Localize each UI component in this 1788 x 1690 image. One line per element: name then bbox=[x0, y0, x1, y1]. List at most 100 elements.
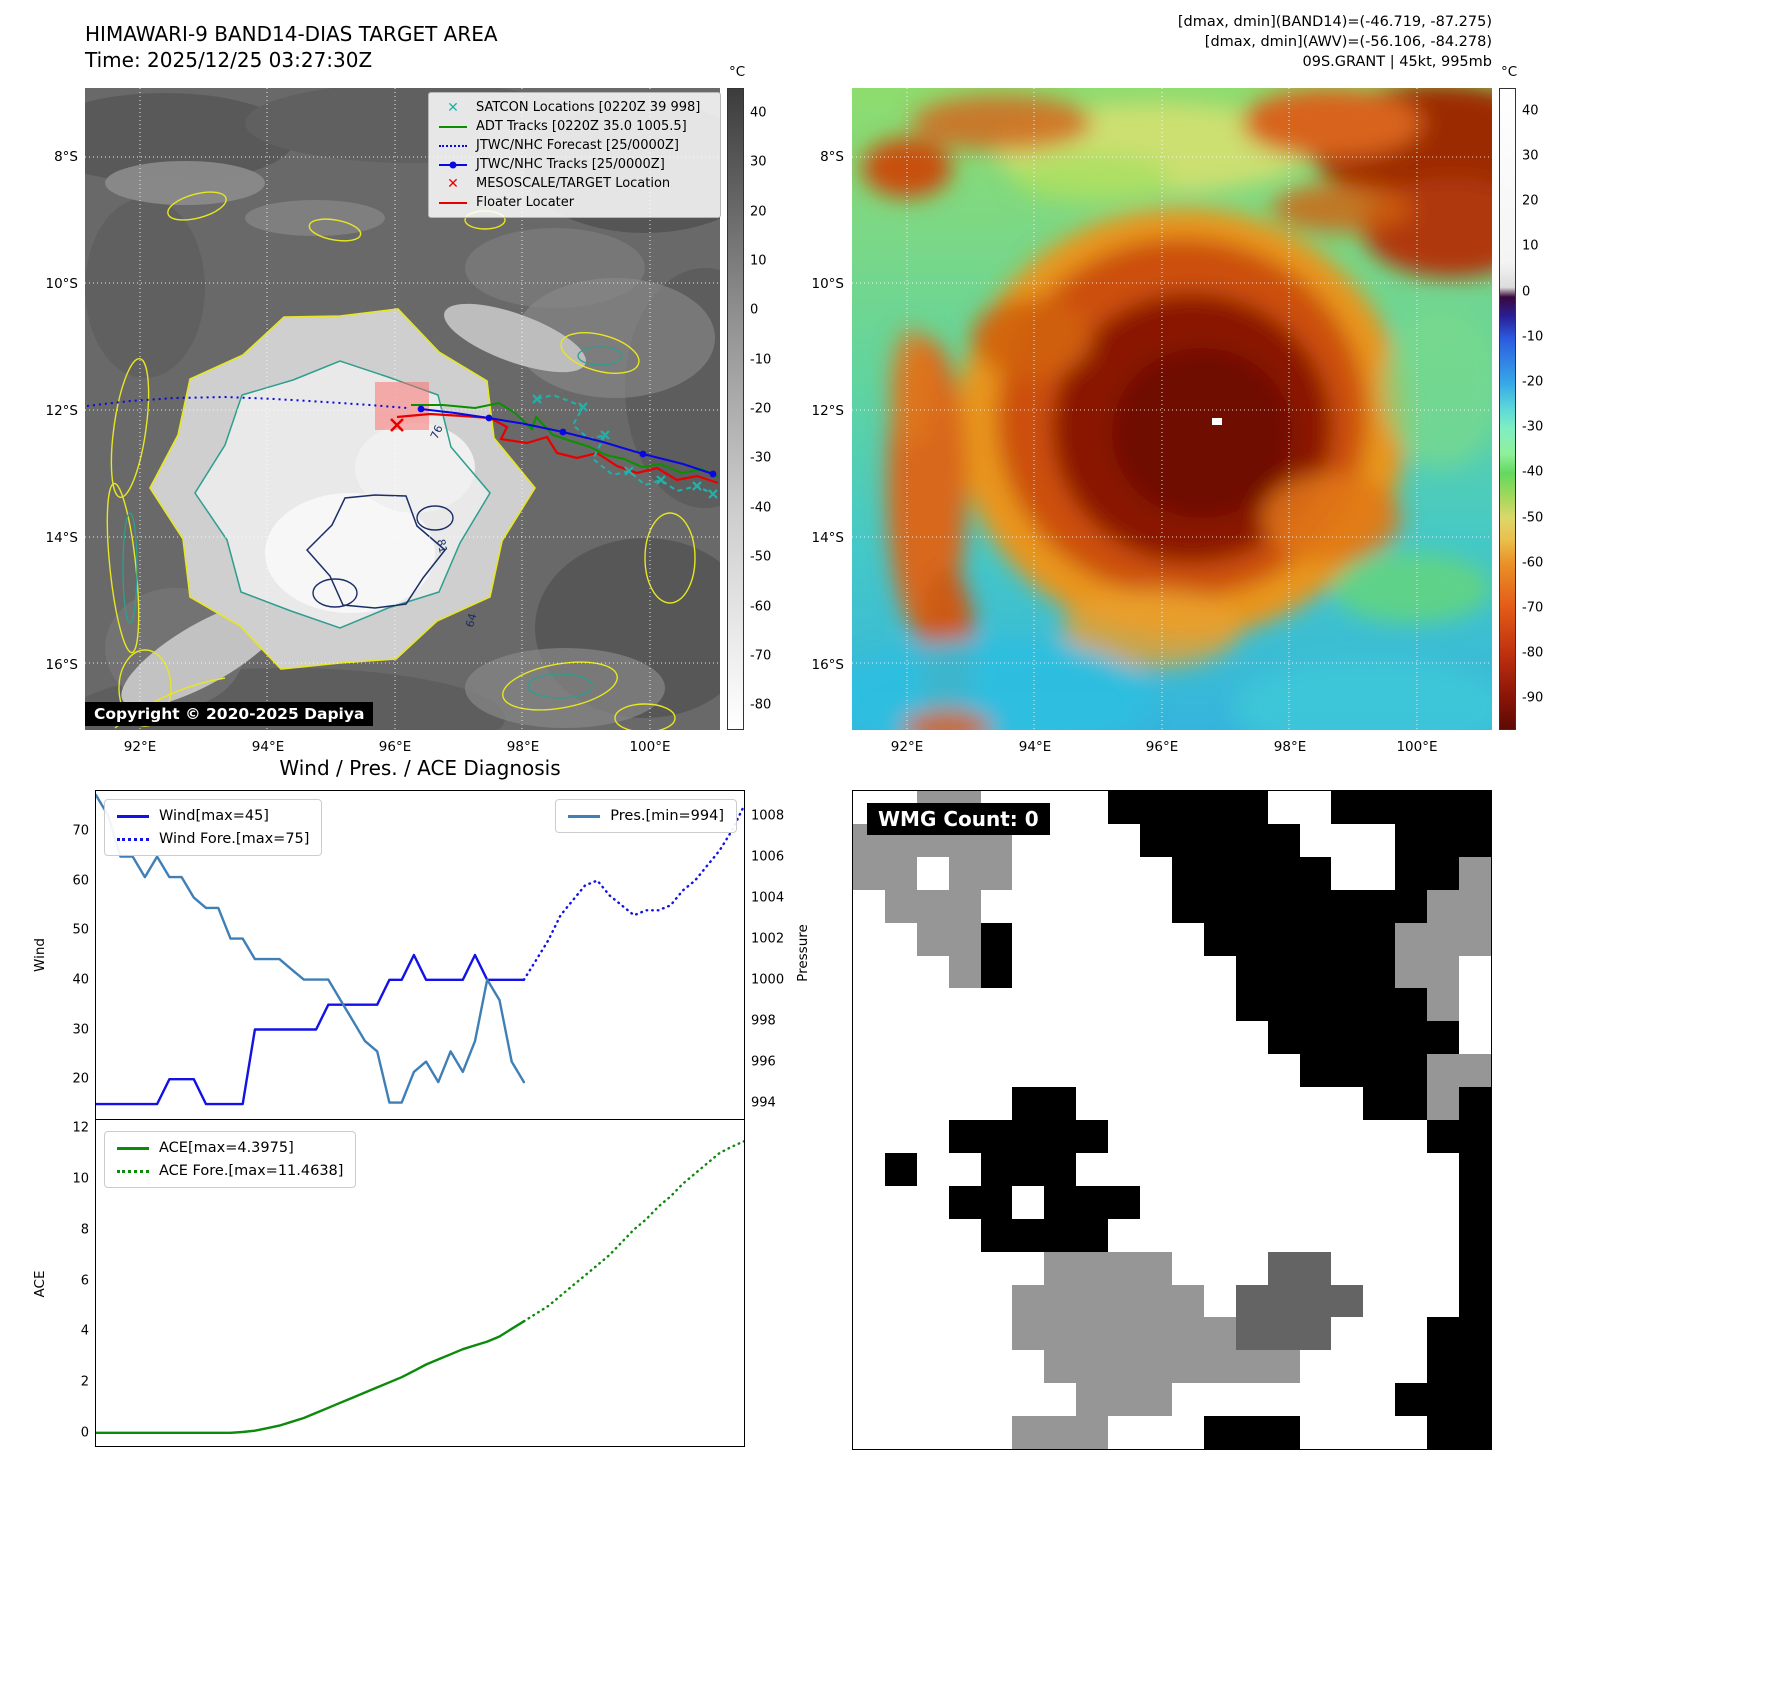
wind-axis-label: Wind bbox=[32, 938, 48, 972]
lon-tick: 98°E bbox=[1273, 739, 1307, 755]
wmg-cell bbox=[948, 1021, 981, 1055]
wmg-cell bbox=[1140, 856, 1172, 890]
axis-tick: 998 bbox=[751, 1013, 776, 1029]
wmg-cell bbox=[916, 1218, 949, 1252]
wmg-cell bbox=[1044, 856, 1077, 890]
wmg-cell bbox=[1203, 1317, 1236, 1351]
wmg-cell bbox=[1044, 1021, 1077, 1055]
wmg-cell bbox=[1459, 1350, 1491, 1384]
wmg-cell bbox=[980, 1021, 1013, 1055]
wmg-cell bbox=[1203, 791, 1236, 824]
wmg-cell bbox=[1140, 1152, 1172, 1186]
wmg-cell bbox=[1363, 1350, 1396, 1384]
wmg-cell bbox=[1140, 1218, 1172, 1252]
wmg-cell bbox=[1108, 823, 1141, 857]
wmg-cell bbox=[980, 1120, 1013, 1153]
colorbar-tick: -70 bbox=[1522, 600, 1544, 616]
wmg-cell bbox=[1203, 1416, 1236, 1449]
wmg-cell bbox=[1235, 955, 1268, 989]
wmg-cell bbox=[1331, 823, 1364, 857]
wmg-cell bbox=[1235, 1317, 1268, 1351]
lon-tick: 98°E bbox=[506, 739, 540, 755]
dmax-dmin-band14: [dmax, dmin](BAND14)=(-46.719, -87.275) bbox=[1177, 14, 1492, 30]
wmg-cell bbox=[1299, 1054, 1332, 1088]
wmg-cell bbox=[1363, 1185, 1396, 1219]
colorbar-tick: -80 bbox=[1522, 645, 1544, 661]
wmg-cell bbox=[1044, 988, 1077, 1022]
axis-tick: 2 bbox=[80, 1374, 89, 1390]
wmg-cell bbox=[1235, 1416, 1268, 1449]
wmg-cell bbox=[1140, 1251, 1172, 1285]
wmg-cell bbox=[1012, 889, 1045, 923]
wmg-cell bbox=[1299, 1185, 1332, 1219]
wmg-cell bbox=[1203, 889, 1236, 923]
wmg-cell bbox=[1076, 1317, 1109, 1351]
wmg-cell bbox=[1076, 1152, 1109, 1186]
lon-tick: 96°E bbox=[1145, 739, 1179, 755]
wmg-count-label: WMG Count: 0 bbox=[867, 803, 1050, 835]
wmg-cell bbox=[1363, 1021, 1396, 1055]
wmg-cell bbox=[916, 1087, 949, 1120]
colorbar-tick: -10 bbox=[750, 352, 772, 368]
wmg-cell bbox=[948, 1120, 981, 1153]
wmg-cell bbox=[1459, 1152, 1491, 1186]
wmg-cell bbox=[980, 1317, 1013, 1351]
wmg-cell bbox=[916, 1350, 949, 1384]
wmg-cell bbox=[1108, 1054, 1141, 1088]
wmg-cell bbox=[1076, 1284, 1109, 1318]
legend-label: JTWC/NHC Tracks [25/0000Z] bbox=[476, 157, 665, 172]
wmg-cell bbox=[948, 1054, 981, 1088]
wmg-cell bbox=[1395, 1152, 1428, 1186]
wmg-cell bbox=[1395, 1021, 1428, 1055]
wmg-cell bbox=[1395, 1350, 1428, 1384]
wmg-cell bbox=[1171, 955, 1204, 989]
colorbar-tick: -40 bbox=[750, 500, 772, 516]
wmg-cell bbox=[1140, 988, 1172, 1022]
lon-tick: 100°E bbox=[1396, 739, 1438, 755]
wmg-cell bbox=[853, 1251, 885, 1285]
wmg-cell bbox=[1235, 856, 1268, 890]
wmg-cell bbox=[1363, 856, 1396, 890]
wmg-cell bbox=[884, 1350, 917, 1384]
series-line bbox=[522, 804, 744, 982]
wmg-cell bbox=[1012, 1087, 1045, 1120]
wmg-cell bbox=[1267, 1218, 1300, 1252]
lon-tick: 96°E bbox=[378, 739, 412, 755]
wmg-cell bbox=[1044, 791, 1077, 824]
wmg-cell bbox=[853, 1383, 885, 1417]
wmg-cell bbox=[1203, 823, 1236, 857]
wmg-cell bbox=[916, 1317, 949, 1351]
axis-tick: 40 bbox=[72, 972, 89, 988]
wmg-cell bbox=[980, 889, 1013, 923]
wmg-cell bbox=[980, 1284, 1013, 1318]
legend-label: ACE Fore.[max=11.4638] bbox=[159, 1163, 344, 1179]
wmg-cell bbox=[1171, 791, 1204, 824]
colorbar-tick: 0 bbox=[1522, 284, 1531, 299]
colorbar-tick: -90 bbox=[1522, 690, 1544, 706]
wmg-cell bbox=[1459, 1054, 1491, 1088]
wmg-cell bbox=[1459, 856, 1491, 890]
wmg-cell bbox=[1076, 955, 1109, 989]
wmg-cell bbox=[980, 1251, 1013, 1285]
wmg-cell bbox=[1235, 791, 1268, 824]
wmg-cell bbox=[1076, 1218, 1109, 1252]
wmg-cell bbox=[916, 988, 949, 1022]
wmg-cell bbox=[980, 1087, 1013, 1120]
wmg-cell bbox=[1299, 856, 1332, 890]
wmg-cell bbox=[1427, 1054, 1460, 1088]
wmg-cell bbox=[1044, 889, 1077, 923]
contour-label: 76 bbox=[428, 423, 446, 441]
wmg-cell bbox=[1235, 889, 1268, 923]
wmg-cell bbox=[1140, 955, 1172, 989]
ace-plot bbox=[96, 1140, 744, 1434]
wmg-cell bbox=[1235, 1350, 1268, 1384]
wmg-cell bbox=[1108, 889, 1141, 923]
colorbar-tick: -70 bbox=[750, 648, 772, 664]
lat-tick: 10°S bbox=[45, 276, 79, 292]
wmg-cell bbox=[1267, 955, 1300, 989]
wmg-cell bbox=[1235, 1120, 1268, 1153]
wmg-cell bbox=[1171, 856, 1204, 890]
wmg-cell bbox=[1395, 1317, 1428, 1351]
series-line bbox=[96, 953, 526, 1106]
wmg-cell bbox=[1012, 1120, 1045, 1153]
